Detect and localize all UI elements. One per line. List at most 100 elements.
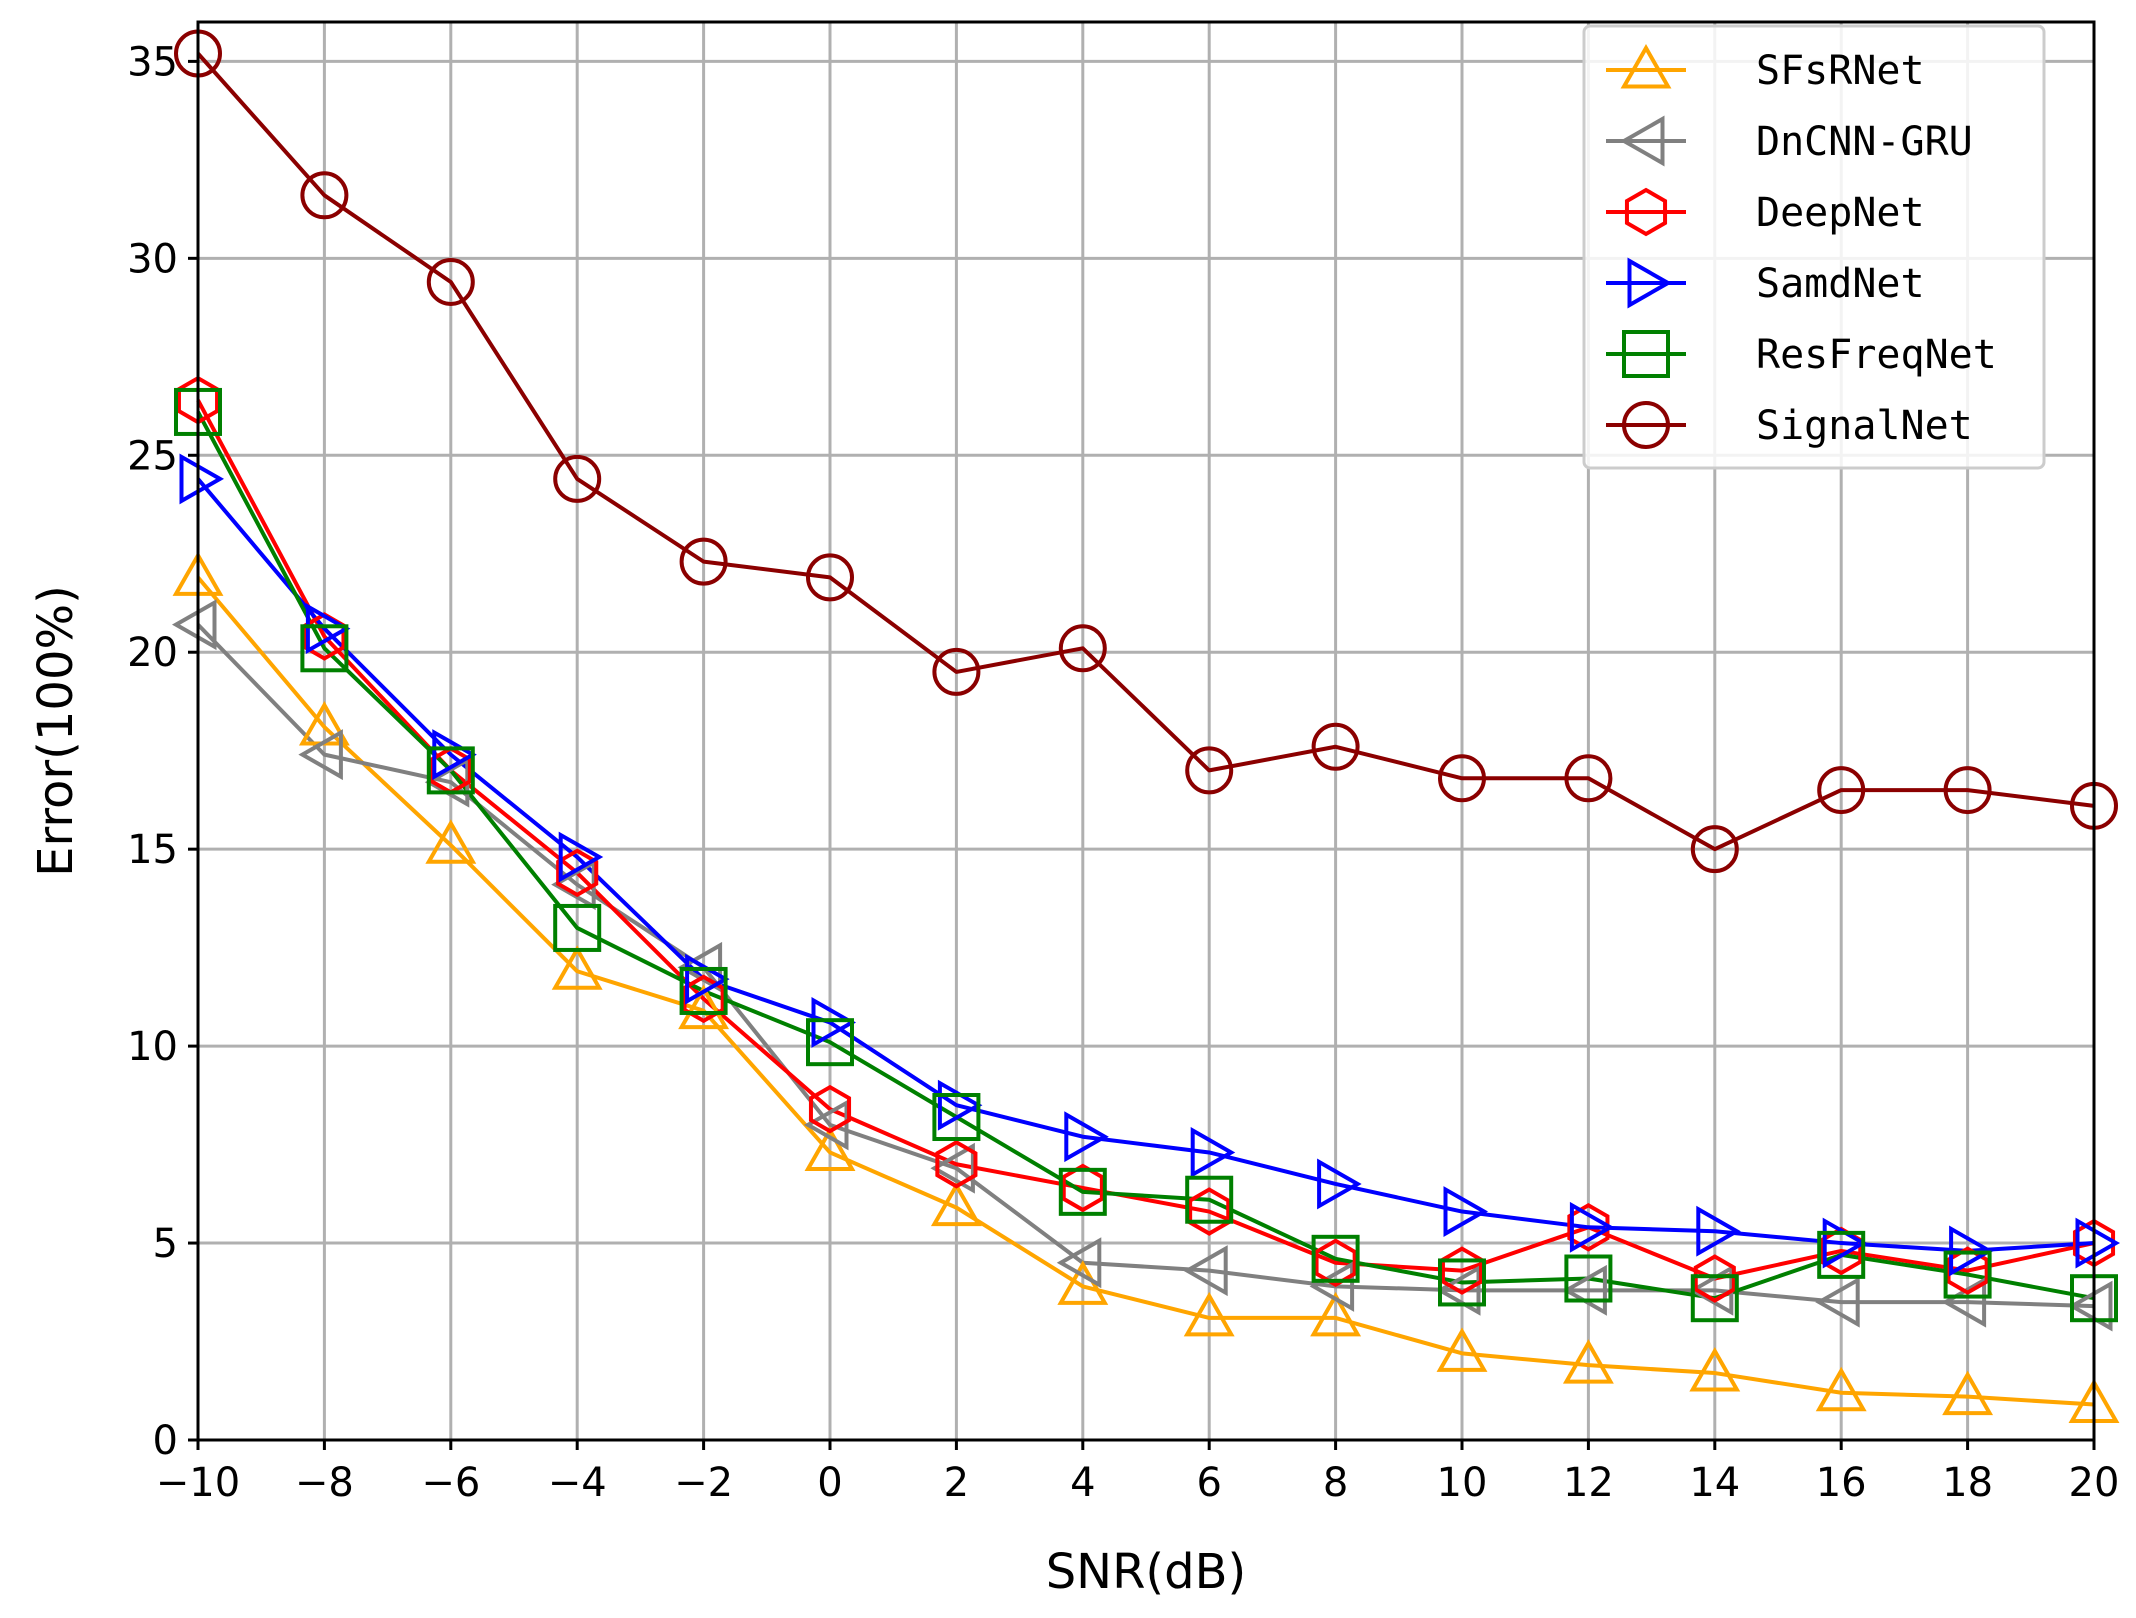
x-tick-label: 16 [1816,1460,1867,1506]
data-point-resfreqnet [1185,1175,1234,1224]
data-point-deepnet [935,1139,978,1189]
data-point-signalnet [553,454,602,503]
data-point-deepnet [1567,1202,1610,1252]
data-point-deepnet [682,974,725,1024]
y-tick-label: 25 [127,433,178,479]
x-tick-label: −4 [548,1460,607,1506]
series-group [196,52,2095,1407]
series-line-dncnn-gru [196,623,2095,1309]
legend-marker-samdnet [1627,257,1673,309]
data-point-resfreqnet [1438,1258,1486,1307]
data-point-signalnet [300,171,349,220]
series-line-sfsrnet [196,576,2095,1407]
data-point-signalnet [1564,754,1613,803]
y-tick-label: 20 [127,630,178,676]
data-point-samdnet [1696,1205,1741,1257]
data-point-sfsrnet [678,984,730,1030]
data-point-deepnet [1314,1238,1357,1288]
data-point-samdnet [1317,1158,1362,1210]
data-point-sfsrnet [1183,1291,1235,1337]
series-line-deepnet [196,399,2095,1281]
data-point-resfreqnet [1311,1234,1360,1283]
x-tick-label: 2 [944,1460,969,1506]
data-point-dncnn-gru [1056,1237,1102,1289]
data-point-dncnn-gru [930,1142,975,1194]
data-point-deepnet [1946,1246,1989,1295]
data-point-samdnet [1190,1127,1236,1178]
legend-label: SFsRNet [1756,48,1925,94]
data-point-sfsrnet [1562,1339,1614,1384]
plot-frame [196,20,2096,1442]
x-tick-label: −6 [421,1460,480,1506]
data-point-signalnet [1817,766,1866,815]
data-point-dncnn-gru [171,599,217,651]
data-point-dncnn-gru [1309,1260,1355,1312]
data-point-signalnet [679,537,728,586]
data-point-signalnet [932,647,981,696]
series-line-signalnet [196,52,2095,852]
x-tick-label: −2 [674,1460,733,1506]
x-tick-label: −10 [156,1460,240,1506]
x-axis-label: SNR(dB) [1046,1544,1247,1600]
data-point-resfreqnet [806,1018,854,1067]
data-point-sfsrnet [551,945,603,990]
legend-item: SamdNet [1606,257,1925,309]
data-point-signalnet [1943,766,1992,815]
data-point-signalnet [1690,825,1739,874]
data-point-signalnet [1058,624,1107,673]
data-point-samdnet [305,603,351,655]
data-point-resfreqnet [426,746,475,795]
legend-label: DnCNN-GRU [1756,119,1973,165]
x-tick-label: 0 [817,1460,842,1506]
data-point-sfsrnet [804,1126,856,1171]
data-point-samdnet [2075,1217,2121,1269]
data-point-dncnn-gru [1435,1264,1481,1316]
legend-label: SignalNet [1756,403,1973,449]
data-point-sfsrnet [1815,1366,1867,1412]
ticks [188,59,2096,1450]
data-point-dncnn-gru [1183,1245,1228,1297]
x-tick-label: 18 [1942,1460,1993,1506]
x-tick-label: 14 [1689,1460,1740,1506]
data-point-signalnet [1438,754,1486,803]
data-point-dncnn-gru [1815,1276,1860,1328]
data-point-resfreqnet [1943,1250,1992,1299]
data-point-resfreqnet [1058,1167,1107,1216]
series-line-resfreqnet [196,411,2095,1301]
x-tick-label: 8 [1323,1460,1348,1506]
y-tick-label: 30 [127,236,178,282]
data-point-dncnn-gru [803,1099,849,1151]
data-point-resfreqnet [1690,1274,1739,1323]
markers-group [171,29,2121,1424]
x-tick-label: 20 [2069,1460,2120,1506]
data-point-dncnn-gru [2067,1280,2113,1332]
data-point-signalnet [426,257,475,306]
legend-item: SFsRNet [1606,43,1925,94]
series-line-samdnet [196,477,2095,1253]
data-point-sfsrnet [425,819,477,864]
legend-item: DnCNN-GRU [1606,115,1973,167]
data-point-samdnet [811,997,857,1048]
legend-item: SignalNet [1606,401,1973,449]
legend-item: ResFreqNet [1606,330,1997,378]
legend-item: DeepNet [1606,187,1925,237]
legend-label: ResFreqNet [1756,332,1997,378]
data-point-resfreqnet [1817,1230,1866,1279]
x-tick-labels: −10 −8 −6 −4 −2 0 2 4 6 8 10 12 14 16 18 20 [156,1460,2120,1506]
data-point-deepnet [556,848,599,898]
data-point-samdnet [1569,1201,1615,1253]
data-point-samdnet [432,729,477,781]
data-point-deepnet [1188,1187,1231,1236]
y-tick-label: 10 [127,1024,178,1070]
data-point-resfreqnet [553,903,602,952]
data-point-signalnet [806,553,854,602]
data-point-deepnet [1693,1254,1736,1303]
x-tick-label: 12 [1563,1460,1614,1506]
legend-marker-resfreqnet [1622,330,1670,378]
data-point-resfreqnet [1564,1254,1613,1303]
legend-box [1582,24,2046,470]
data-point-samdnet [1443,1186,1489,1237]
x-tick-label: 6 [1196,1460,1221,1506]
data-point-signalnet [1311,722,1360,771]
